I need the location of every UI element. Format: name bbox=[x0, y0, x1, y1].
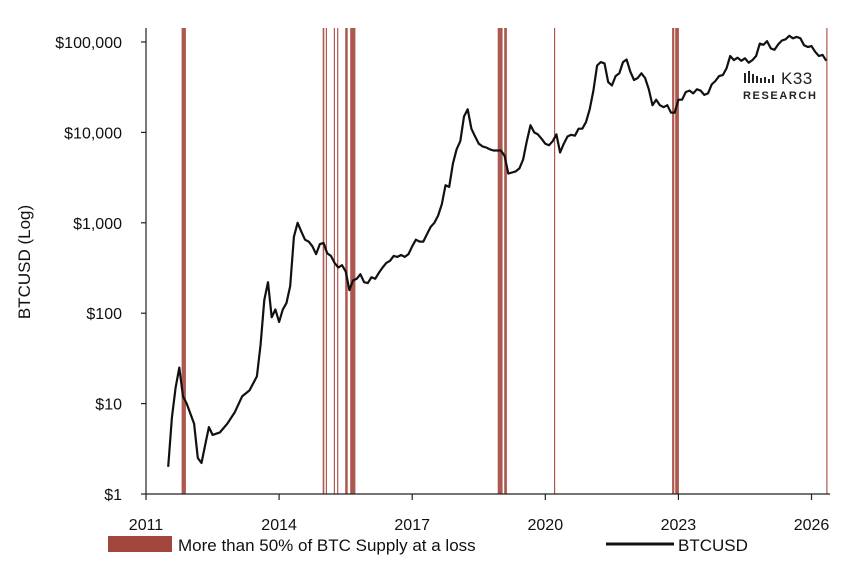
y-axis-title: BTCUSD (Log) bbox=[15, 205, 34, 319]
y-tick-label-5: $100,000 bbox=[55, 35, 122, 52]
y-tick-label-0: $1 bbox=[104, 487, 122, 504]
series-line-btcusd bbox=[167, 34, 828, 467]
y-tick-label-1: $10 bbox=[95, 397, 122, 414]
logo-research-text: RESEARCH bbox=[743, 90, 818, 102]
logo-k33-text: K33 bbox=[781, 69, 813, 88]
y-tick-label-2: $100 bbox=[86, 306, 122, 323]
chart-axes bbox=[145, 28, 830, 495]
legend-swatch-loss-regions bbox=[108, 536, 172, 552]
loss-region-13 bbox=[826, 28, 828, 494]
x-tick-label-2011: 2011 bbox=[129, 517, 164, 534]
legend-label-btcusd: BTCUSD bbox=[678, 536, 748, 555]
x-tick-label-2023: 2023 bbox=[661, 517, 697, 534]
loss-region-3 bbox=[325, 28, 327, 494]
k33-logo: K33 RESEARCH bbox=[743, 69, 818, 102]
y-tick-label-4: $10,000 bbox=[64, 125, 122, 142]
loss-region-12 bbox=[675, 28, 679, 494]
loss-region-7 bbox=[350, 28, 356, 494]
x-ticks: 2011 2014 2017 2020 2023 2026 bbox=[129, 494, 830, 534]
loss-region-9 bbox=[504, 28, 507, 494]
k33-logo-mark bbox=[744, 71, 774, 83]
x-tick-label-2020: 2020 bbox=[528, 517, 564, 534]
loss-region-8 bbox=[497, 28, 503, 494]
loss-region-10 bbox=[554, 28, 556, 494]
loss-regions bbox=[181, 28, 828, 494]
x-tick-label-2026: 2026 bbox=[794, 517, 830, 534]
loss-region-2 bbox=[322, 28, 325, 494]
y-ticks: $1 $10 $100 $1,000 $10,000 $100,000 bbox=[55, 35, 146, 504]
legend-label-loss-regions: More than 50% of BTC Supply at a loss bbox=[178, 536, 476, 555]
loss-region-6 bbox=[345, 28, 348, 494]
x-tick-label-2017: 2017 bbox=[394, 517, 430, 534]
y-tick-label-3: $1,000 bbox=[73, 216, 122, 233]
loss-region-5 bbox=[337, 28, 339, 494]
x-tick-label-2014: 2014 bbox=[261, 517, 297, 534]
loss-region-1 bbox=[181, 28, 186, 494]
loss-region-11 bbox=[672, 28, 675, 494]
legend: More than 50% of BTC Supply at a loss BT… bbox=[108, 536, 748, 555]
